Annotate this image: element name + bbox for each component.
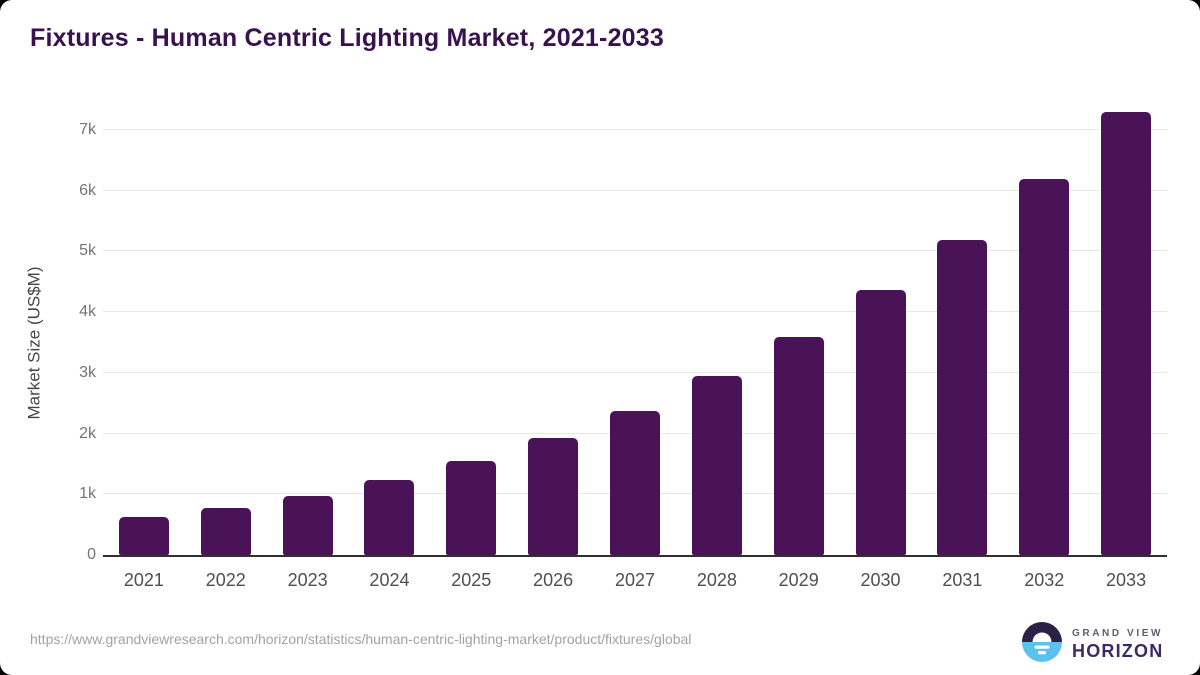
gridline-7k bbox=[103, 129, 1167, 130]
x-tick-label-2026: 2026 bbox=[533, 570, 574, 590]
bar-2033[interactable] bbox=[1101, 111, 1152, 555]
x-tick-label-2030: 2030 bbox=[860, 570, 901, 590]
x-tick-label-2024: 2024 bbox=[369, 570, 410, 590]
x-tick-label-2022: 2022 bbox=[205, 570, 246, 590]
x-tick-label-2028: 2028 bbox=[696, 570, 737, 590]
y-tick-label: 2k bbox=[79, 424, 96, 442]
x-tick-label-2031: 2031 bbox=[942, 570, 983, 590]
bar-2025[interactable] bbox=[446, 460, 497, 555]
bar-2024[interactable] bbox=[364, 480, 415, 555]
logo-grand-view-text: GRAND VIEW bbox=[1072, 627, 1163, 639]
x-tick-label-2023: 2023 bbox=[287, 570, 328, 590]
logo-horizon-text: HORIZON bbox=[1072, 640, 1164, 661]
bar-2032[interactable] bbox=[1019, 179, 1070, 555]
brand-logo: GRAND VIEW HORIZON bbox=[1021, 621, 1163, 668]
logo-wordmark: GRAND VIEW HORIZON bbox=[1072, 628, 1163, 662]
chart-title: Fixtures - Human Centric Lighting Market… bbox=[30, 24, 664, 52]
y-axis-tick-labels: 0 1k 2k 3k 4k 5k 6k 7k bbox=[48, 121, 96, 563]
gridline-5k bbox=[103, 250, 1167, 252]
bar-2028[interactable] bbox=[691, 375, 742, 555]
x-tick-label-2025: 2025 bbox=[451, 570, 492, 590]
y-tick-label: 5k bbox=[79, 242, 96, 260]
y-tick-label: 6k bbox=[79, 181, 96, 199]
x-tick-label-2027: 2027 bbox=[614, 570, 656, 590]
bar-2031[interactable] bbox=[937, 239, 988, 555]
y-tick-label: 4k bbox=[79, 303, 96, 321]
bar-2021[interactable] bbox=[118, 517, 169, 555]
bar-2026[interactable] bbox=[528, 437, 579, 555]
x-axis-tick-labels: 2021 2022 2023 2024 2025 2026 2027 2028 2029 2030… bbox=[103, 570, 1167, 596]
bar-2023[interactable] bbox=[282, 495, 333, 555]
gridline-6k bbox=[103, 189, 1167, 191]
bar-2022[interactable] bbox=[200, 507, 251, 555]
y-tick-label: 7k bbox=[79, 121, 96, 138]
gridline-3k bbox=[103, 371, 1167, 373]
y-tick-label: 0 bbox=[87, 546, 96, 563]
x-tick-label-2033: 2033 bbox=[1106, 570, 1147, 590]
y-tick-label: 3k bbox=[79, 363, 96, 381]
y-axis-title-text: Market Size (US$M) bbox=[25, 265, 44, 420]
bar-2029[interactable] bbox=[773, 337, 824, 555]
bar-2027[interactable] bbox=[610, 410, 660, 555]
x-tick-label-2032: 2032 bbox=[1024, 570, 1065, 590]
gridline-4k bbox=[103, 311, 1167, 313]
y-tick-label: 1k bbox=[79, 485, 96, 503]
x-tick-label-2021: 2021 bbox=[123, 570, 164, 590]
x-tick-label-2029: 2029 bbox=[778, 570, 819, 590]
horizon-sun-logo-icon bbox=[1021, 621, 1063, 668]
y-axis-title: Market Size (US$M) bbox=[22, 130, 48, 555]
bar-2030[interactable] bbox=[855, 290, 906, 555]
source-url: https://www.grandviewresearch.com/horizo… bbox=[30, 631, 692, 647]
plot-area bbox=[103, 111, 1167, 557]
